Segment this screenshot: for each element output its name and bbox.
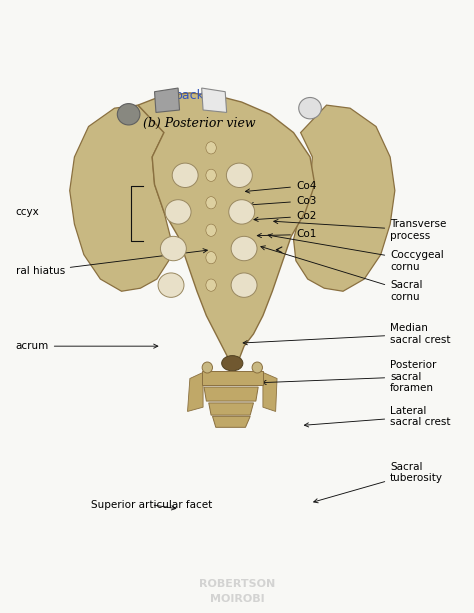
Ellipse shape bbox=[206, 279, 216, 291]
Text: Superior articular facet: Superior articular facet bbox=[91, 500, 212, 510]
Text: back: back bbox=[175, 89, 205, 102]
Text: Transverse
process: Transverse process bbox=[274, 219, 447, 241]
Polygon shape bbox=[263, 373, 277, 411]
Text: ccyx: ccyx bbox=[16, 207, 39, 217]
Ellipse shape bbox=[165, 200, 191, 224]
Text: Sacral
tuberosity: Sacral tuberosity bbox=[314, 462, 443, 503]
Ellipse shape bbox=[206, 251, 216, 264]
Text: Median
sacral crest: Median sacral crest bbox=[243, 323, 451, 345]
Ellipse shape bbox=[160, 237, 186, 261]
Polygon shape bbox=[201, 88, 227, 112]
Ellipse shape bbox=[231, 237, 257, 261]
Text: Co2: Co2 bbox=[254, 211, 316, 221]
Text: Co4: Co4 bbox=[246, 181, 316, 193]
Text: ROBERTSON: ROBERTSON bbox=[199, 579, 275, 589]
Ellipse shape bbox=[202, 362, 212, 373]
Text: Lateral
sacral crest: Lateral sacral crest bbox=[304, 406, 451, 427]
Polygon shape bbox=[293, 105, 395, 291]
Text: Coccygeal
cornu: Coccygeal cornu bbox=[268, 234, 444, 272]
Ellipse shape bbox=[227, 163, 252, 188]
Polygon shape bbox=[138, 93, 315, 368]
Text: acrum: acrum bbox=[16, 341, 158, 351]
Polygon shape bbox=[155, 88, 180, 112]
Ellipse shape bbox=[172, 163, 198, 188]
Polygon shape bbox=[212, 416, 250, 427]
Ellipse shape bbox=[206, 142, 216, 154]
Polygon shape bbox=[70, 105, 171, 291]
Ellipse shape bbox=[299, 97, 321, 119]
Ellipse shape bbox=[229, 200, 255, 224]
Text: ral hiatus: ral hiatus bbox=[16, 249, 207, 276]
Text: Co3: Co3 bbox=[249, 196, 316, 207]
Text: Posterior
sacral
foramen: Posterior sacral foramen bbox=[262, 360, 437, 394]
Text: (b) Posterior view: (b) Posterior view bbox=[143, 117, 255, 130]
Ellipse shape bbox=[158, 273, 184, 297]
Ellipse shape bbox=[222, 356, 243, 371]
Polygon shape bbox=[204, 387, 258, 401]
Ellipse shape bbox=[231, 273, 257, 297]
Ellipse shape bbox=[206, 224, 216, 237]
Text: Sacral
cornu: Sacral cornu bbox=[261, 246, 423, 302]
Polygon shape bbox=[201, 371, 263, 384]
Polygon shape bbox=[209, 403, 254, 415]
Text: MOIROBI: MOIROBI bbox=[210, 595, 264, 604]
Text: Co1: Co1 bbox=[257, 229, 316, 240]
Ellipse shape bbox=[206, 197, 216, 209]
Ellipse shape bbox=[117, 104, 140, 125]
Ellipse shape bbox=[206, 169, 216, 181]
Ellipse shape bbox=[252, 362, 263, 373]
Polygon shape bbox=[188, 373, 203, 411]
